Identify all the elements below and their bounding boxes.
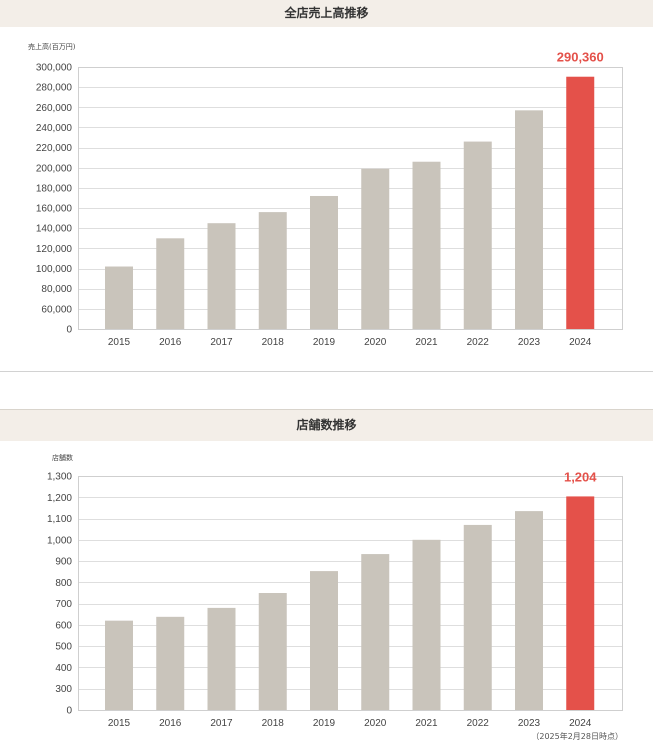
y-tick-label: 500 — [55, 642, 72, 653]
bar-2016 — [156, 238, 185, 329]
y-tick-label: 200,000 — [36, 163, 73, 174]
bar-2022 — [463, 141, 492, 329]
x-tick-label: 2016 — [159, 337, 182, 348]
y-axis-label: 店舗数 — [52, 453, 73, 462]
bar-2019 — [310, 195, 338, 329]
bar-2021 — [412, 161, 441, 329]
bar-2016 — [156, 616, 185, 710]
bar-2023 — [515, 511, 543, 710]
x-tick-label: 2023 — [518, 337, 541, 348]
y-tick-label: 1,300 — [47, 472, 72, 483]
x-tick-label: 2022 — [467, 718, 490, 729]
x-tick-label: 2016 — [159, 718, 182, 729]
x-tick-label: 2019 — [313, 718, 336, 729]
bar-2024 — [566, 76, 595, 329]
x-tick-label: 2018 — [262, 337, 285, 348]
bar-2018 — [258, 212, 287, 329]
x-tick-label: 2017 — [210, 337, 233, 348]
y-tick-label: 1,000 — [47, 535, 72, 546]
y-tick-label: 0 — [66, 706, 72, 717]
store-count-bar-chart: 1,300 1,200 1,100 1,000 900 800 700 600 500 400 30… — [47, 453, 623, 729]
y-tick-label: 280,000 — [36, 83, 73, 94]
y-tick-label: 0 — [66, 325, 72, 336]
y-tick-label: 1,200 — [47, 493, 72, 504]
section-header-sales: 全店売上高推移 — [0, 0, 653, 27]
x-tick-label: 2017 — [210, 718, 233, 729]
y-tick-label: 1,100 — [47, 514, 72, 525]
x-tick-label: 2023 — [518, 718, 541, 729]
bar-2020 — [361, 554, 390, 710]
bar-2022 — [463, 524, 492, 710]
bar-2023 — [515, 110, 543, 329]
y-tick-label: 300 — [55, 684, 72, 695]
sales-chart-title: 全店売上高推移 — [284, 6, 369, 20]
bar-2015 — [105, 266, 133, 329]
plot-area-frame — [78, 476, 623, 711]
x-tick-label: 2020 — [364, 718, 387, 729]
as-of-date-note: （2025年2月28日時点） — [531, 732, 623, 741]
x-tick-label: 2024 — [569, 337, 592, 348]
x-tick-label: 2015 — [108, 337, 131, 348]
y-axis-label: 売上高(百万円) — [28, 42, 76, 51]
y-tick-label: 100,000 — [36, 264, 73, 275]
x-tick-label: 2018 — [262, 718, 285, 729]
bar-2020 — [361, 168, 390, 329]
y-tick-label: 260,000 — [36, 103, 73, 114]
bar-2024 — [566, 496, 595, 710]
y-tick-label: 300,000 — [36, 63, 73, 74]
y-tick-label: 800 — [55, 578, 72, 589]
x-tick-label: 2021 — [415, 337, 438, 348]
section-header-stores: 店舗数推移 — [0, 409, 653, 441]
y-tick-label: 600 — [55, 620, 72, 631]
y-tick-label: 160,000 — [36, 204, 73, 215]
bar-2018 — [258, 593, 287, 710]
y-tick-label: 220,000 — [36, 143, 73, 154]
sales-bar-chart: 300,000 280,000 260,000 240,000 220,000 200,0… — [28, 42, 623, 348]
plot-area-frame — [78, 67, 623, 330]
bar-2021 — [412, 539, 441, 710]
y-tick-label: 60,000 — [41, 304, 72, 315]
bar-2017 — [207, 607, 236, 710]
y-tick-label: 180,000 — [36, 183, 73, 194]
y-tick-label: 120,000 — [36, 244, 73, 255]
bar-2017 — [207, 223, 236, 329]
x-tick-label: 2020 — [364, 337, 387, 348]
y-tick-label: 240,000 — [36, 123, 73, 134]
data-label: 1,204 — [564, 469, 597, 484]
y-tick-label: 140,000 — [36, 224, 73, 235]
x-tick-label: 2022 — [467, 337, 490, 348]
y-tick-label: 900 — [55, 557, 72, 568]
y-tick-label: 80,000 — [41, 284, 72, 295]
bar-2015 — [105, 620, 133, 710]
y-tick-label: 400 — [55, 663, 72, 674]
y-tick-label: 700 — [55, 599, 72, 610]
data-label: 290,360 — [557, 50, 604, 65]
section-divider — [0, 371, 653, 372]
x-tick-label: 2024 — [569, 718, 592, 729]
bar-2019 — [310, 571, 338, 710]
x-tick-label: 2015 — [108, 718, 131, 729]
x-tick-label: 2019 — [313, 337, 336, 348]
x-tick-label: 2021 — [415, 718, 438, 729]
stores-chart-title: 店舗数推移 — [296, 418, 357, 432]
